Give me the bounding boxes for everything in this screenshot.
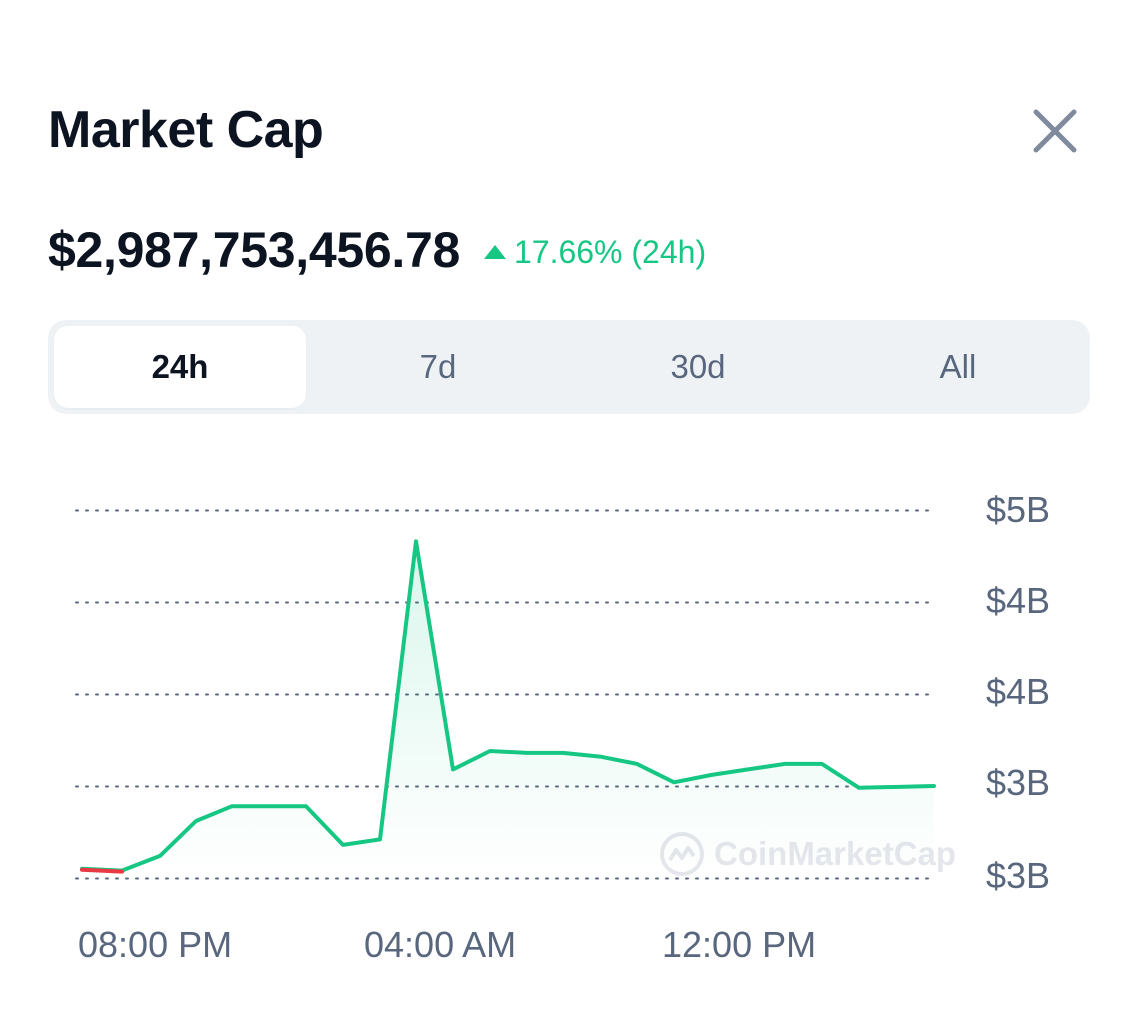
caret-up-icon	[483, 245, 506, 259]
tab-30d[interactable]: 30d	[670, 348, 726, 385]
data-point	[635, 762, 639, 766]
chart-canvas	[75, 509, 936, 880]
tab-7d[interactable]: 7d	[419, 348, 457, 385]
data-point	[158, 854, 162, 858]
market-cap-value: $2,987,753,456.78	[48, 222, 460, 278]
y-tick-label: $3B	[986, 855, 1051, 896]
y-tick-label: $4B	[986, 580, 1051, 621]
data-point	[820, 762, 824, 766]
data-point	[80, 867, 84, 871]
data-point	[341, 843, 345, 847]
y-tick-label: $5B	[986, 489, 1051, 530]
data-point	[932, 784, 936, 788]
change-badge: 17.66% (24h)	[482, 230, 706, 271]
watermark-text: CoinMarketCap	[714, 835, 957, 872]
chart-area-fill	[82, 541, 934, 878]
x-tick-label: 08:00 PM	[78, 924, 233, 965]
coinmarketcap-logo-icon	[660, 832, 704, 876]
data-point	[230, 804, 234, 808]
data-point	[598, 755, 602, 759]
market-cap-chart[interactable]: CoinMarketCap $5B $4B $4B $3B $3B 08:00 …	[0, 430, 1144, 1024]
data-point	[120, 869, 124, 873]
data-point	[746, 767, 750, 771]
tab-all[interactable]: All	[939, 348, 977, 385]
data-point	[561, 751, 565, 755]
data-point	[414, 539, 418, 543]
data-point	[857, 786, 861, 790]
data-point	[378, 837, 382, 841]
data-point	[304, 804, 308, 808]
data-point	[783, 762, 787, 766]
y-tick-label: $3B	[986, 762, 1051, 803]
watermark: CoinMarketCap	[658, 830, 956, 878]
data-point	[268, 804, 272, 808]
close-icon[interactable]	[1024, 100, 1086, 162]
y-tick-label: $4B	[986, 671, 1051, 712]
price-summary: $2,987,753,456.78 17.66% (24h)	[48, 218, 706, 282]
change-percent: 17.66% (24h)	[513, 233, 707, 270]
data-point	[709, 773, 713, 777]
x-tick-label: 04:00 AM	[364, 924, 517, 965]
close-button[interactable]	[1024, 100, 1086, 162]
tab-24h[interactable]: 24h	[54, 326, 306, 408]
time-range-selector: 24h 7d 30d All	[48, 320, 1090, 414]
series-line	[80, 539, 936, 873]
data-point	[672, 780, 676, 784]
series-line-down-segment	[80, 867, 124, 874]
modal-top-edge	[0, 0, 1144, 6]
page-title: Market Cap	[48, 101, 324, 159]
data-point	[488, 749, 492, 753]
data-point	[194, 819, 198, 823]
data-point	[451, 767, 455, 771]
x-tick-label: 12:00 PM	[662, 924, 817, 965]
data-point	[525, 751, 529, 755]
